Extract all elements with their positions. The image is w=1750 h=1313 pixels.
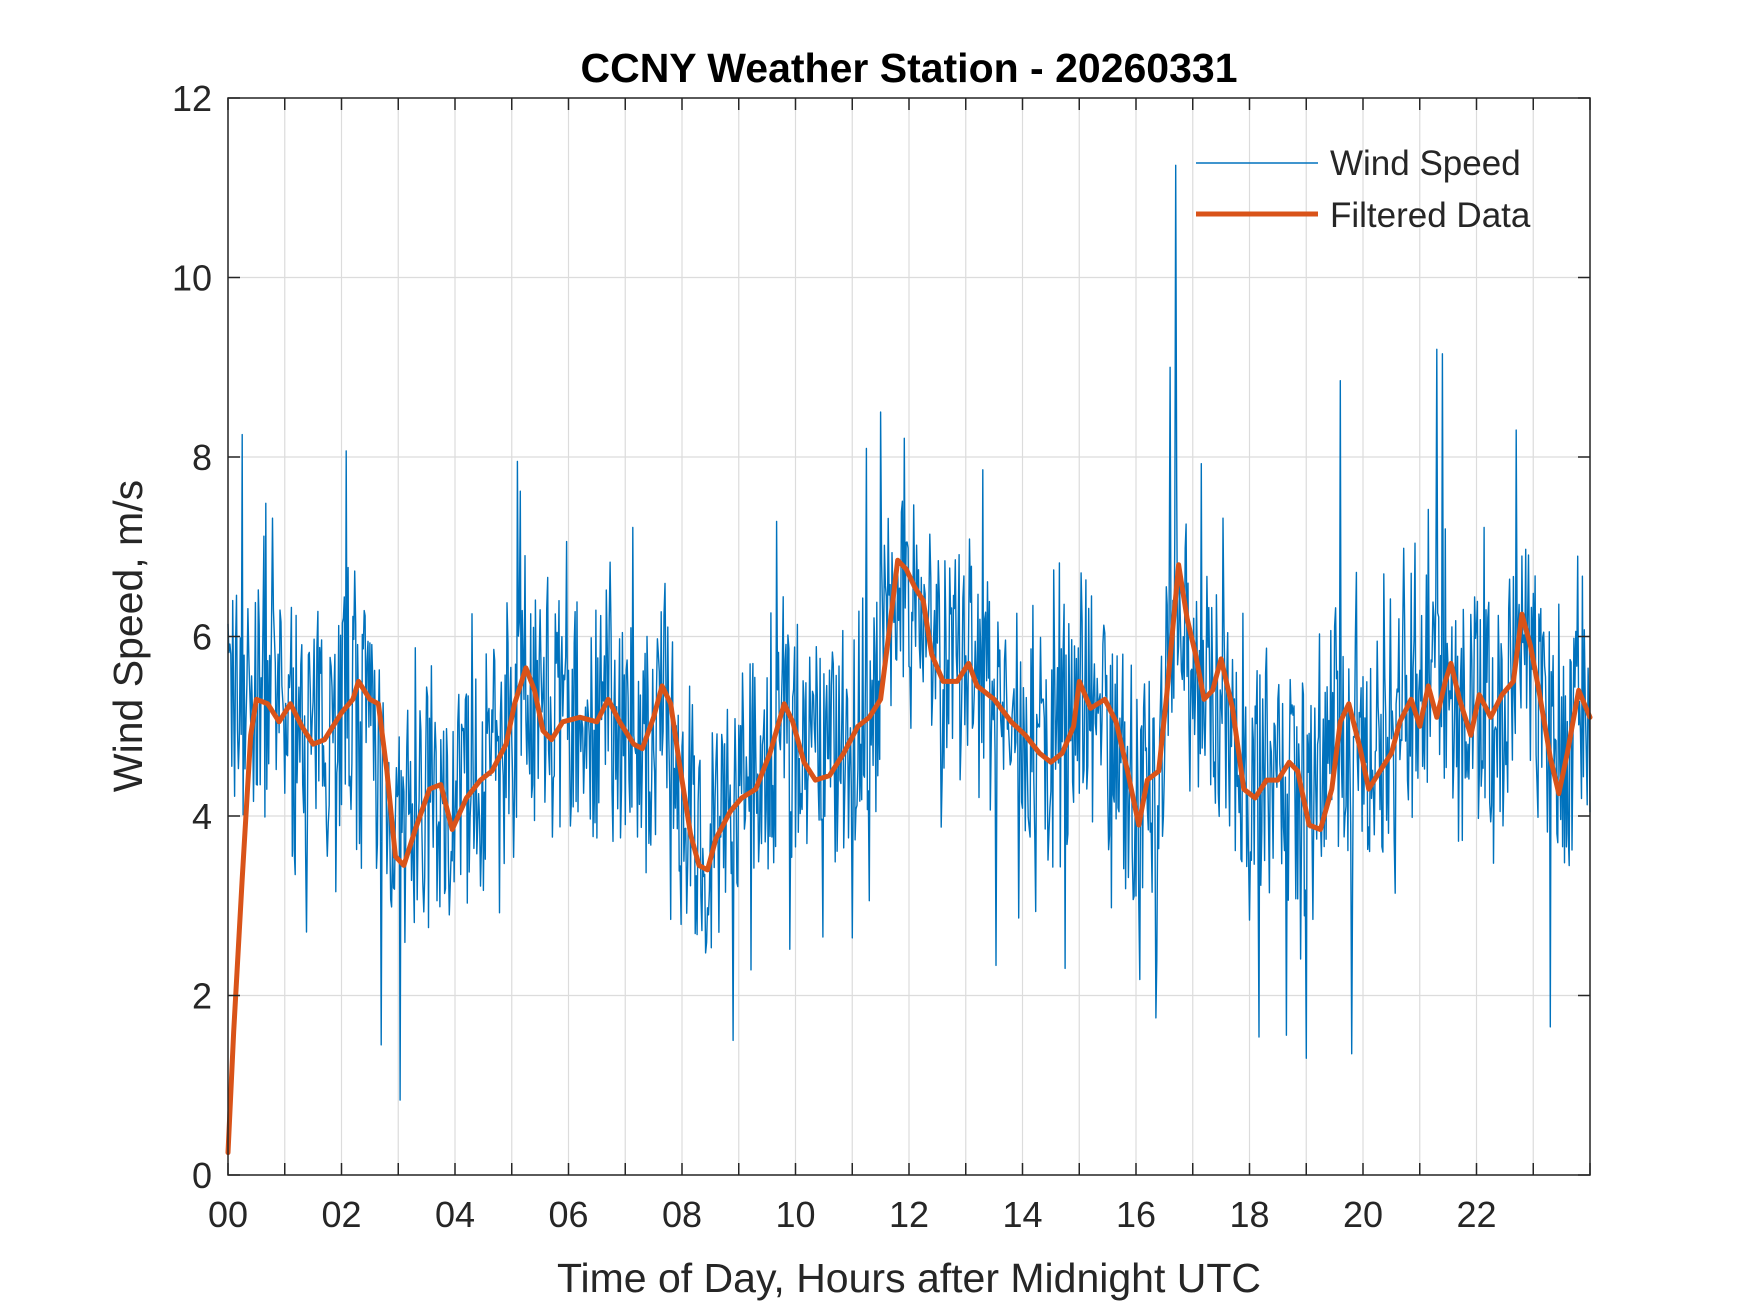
y-tick-label: 12 [172, 78, 212, 119]
x-tick-label: 10 [775, 1194, 815, 1235]
y-tick-label: 6 [192, 617, 212, 658]
y-axis-label: Wind Speed, m/s [105, 480, 151, 792]
x-tick-label: 14 [1002, 1194, 1042, 1235]
y-tick-label: 8 [192, 437, 212, 478]
x-tick-label: 00 [208, 1194, 248, 1235]
x-tick-label: 16 [1116, 1194, 1156, 1235]
x-tick-label: 20 [1343, 1194, 1383, 1235]
x-tick-label: 22 [1456, 1194, 1496, 1235]
chart-title: CCNY Weather Station - 20260331 [580, 45, 1237, 91]
y-tick-label: 2 [192, 976, 212, 1017]
legend: Wind Speed Filtered Data [1196, 144, 1531, 235]
legend-filtered-data-label: Filtered Data [1330, 196, 1531, 235]
y-tick-label: 10 [172, 258, 212, 299]
x-tick-label: 08 [662, 1194, 702, 1235]
data-series [225, 164, 1593, 1156]
series-filtered-data-line [225, 557, 1593, 1156]
x-tick-label: 06 [548, 1194, 588, 1235]
x-tick-label: 12 [889, 1194, 929, 1235]
x-tick-label: 02 [321, 1194, 361, 1235]
x-axis-label: Time of Day, Hours after Midnight UTC [557, 1255, 1261, 1301]
legend-wind-speed-label: Wind Speed [1330, 144, 1521, 183]
y-tick-label: 0 [192, 1155, 212, 1196]
x-tick-label: 18 [1229, 1194, 1269, 1235]
y-tick-label: 4 [192, 796, 212, 837]
series-wind-speed-line [227, 164, 1591, 1101]
x-tick-label: 04 [435, 1194, 475, 1235]
